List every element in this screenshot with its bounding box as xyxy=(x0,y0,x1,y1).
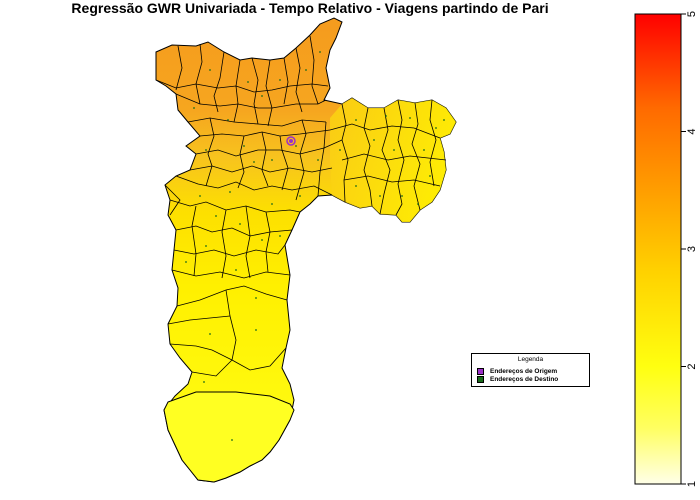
map-title: Regressão GWR Univariada - Tempo Relativ… xyxy=(71,0,549,16)
city-region-south-belt xyxy=(163,391,295,483)
colorbar-tick-label-5: 5 xyxy=(686,11,698,17)
color-scale-gradient xyxy=(634,13,682,485)
origin-marker-pari xyxy=(286,136,296,146)
colorbar-tick-label-4: 4 xyxy=(686,128,698,134)
colorbar-tick-label-3: 3 xyxy=(686,246,698,252)
map-legend: Legenda Endereços de Origem Endereços de… xyxy=(471,353,590,387)
destination-points xyxy=(185,51,445,441)
legend-label-destination: Endereços de Destino xyxy=(490,376,559,383)
color-scale-bar: 1 2 3 4 5 xyxy=(634,11,698,487)
colorbar-tick-label-2: 2 xyxy=(686,363,698,369)
destination-swatch-icon xyxy=(477,376,484,383)
legend-label-origin: Endereços de Origem xyxy=(490,368,558,375)
legend-item-destination: Endereços de Destino xyxy=(477,375,558,384)
legend-item-origin: Endereços de Origem xyxy=(477,367,557,376)
colorbar-tick-label-1: 1 xyxy=(686,481,698,487)
origin-swatch-icon xyxy=(477,368,484,375)
sao-paulo-map xyxy=(155,17,457,483)
city-region-east xyxy=(330,98,456,222)
district-boundaries xyxy=(155,35,447,377)
legend-title: Legenda xyxy=(517,356,544,363)
